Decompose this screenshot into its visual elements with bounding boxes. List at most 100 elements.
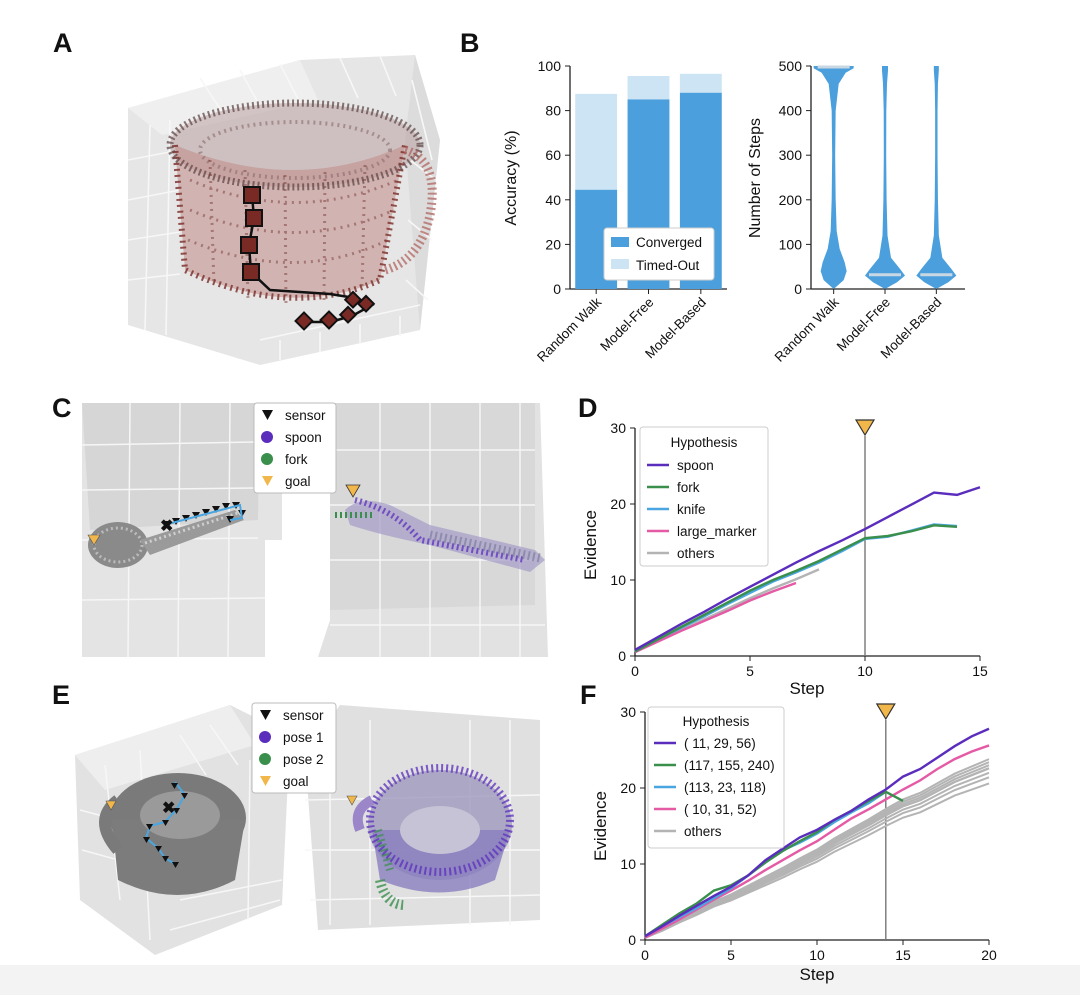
goal-legend-icon [260, 776, 271, 786]
panel-label-b: B [460, 28, 480, 58]
legend-label: spoon [285, 430, 322, 445]
y-tick-label: 40 [545, 192, 561, 208]
x-tick-label: 10 [857, 663, 873, 679]
y-tick-label: 0 [794, 281, 802, 297]
y-tick-label: 500 [779, 58, 803, 74]
y-tick-label: 0 [628, 932, 636, 948]
sensor-path-markers [143, 783, 188, 868]
y-tick-label: 100 [538, 58, 562, 74]
panel-e-legend: sensor pose 1 pose 2 goal [251, 702, 337, 794]
panel-a-scene [127, 55, 440, 365]
legend-label: sensor [283, 708, 324, 723]
legend-label-1: fork [677, 480, 700, 495]
panel-label-f: F [580, 680, 597, 710]
violin-2 [916, 66, 957, 289]
series-line-others-4 [644, 782, 990, 939]
y-tick-label: 20 [545, 236, 561, 252]
y-tick-label: 10 [620, 856, 636, 872]
legend-label: goal [285, 474, 311, 489]
legend-label: sensor [285, 408, 326, 423]
goal-marker-icon [345, 484, 361, 498]
y-tick-label: 60 [545, 147, 561, 163]
y-axis-label: Number of Steps [747, 118, 764, 238]
legend-title: Hypothesis [671, 435, 738, 450]
bar-timed-out-1 [627, 76, 670, 100]
y-tick-label: 0 [618, 648, 626, 664]
legend-label-3: large_marker [677, 524, 757, 539]
legend-label-1: (117, 155, 240) [684, 758, 775, 773]
x-tick-label: 10 [809, 947, 825, 963]
legend-label-2: (113, 23, 118) [684, 780, 766, 795]
legend-title: Hypothesis [683, 714, 750, 729]
y-tick-label: 100 [779, 236, 803, 252]
legend-label-4: others [677, 546, 715, 561]
legend-label-0: ( 11, 29, 56) [684, 736, 756, 751]
legend: Converged Timed-Out [603, 227, 715, 281]
sensor-legend-icon [260, 710, 271, 720]
violin-1 [865, 66, 905, 289]
legend-converged: Converged [636, 235, 702, 250]
legend: Hypothesis spoon fork knife large_markeroth… [639, 426, 769, 567]
x-tick-label: 5 [727, 947, 735, 963]
goal-marker-icon [854, 419, 876, 437]
y-tick-label: 0 [553, 281, 561, 297]
y-tick-label: 20 [610, 496, 626, 512]
x-axis-label: Step [800, 965, 835, 984]
x-tick-label: 5 [746, 663, 754, 679]
y-tick-label: 30 [610, 420, 626, 436]
sensor-legend-icon [262, 410, 273, 420]
x-tick-label: 15 [972, 663, 988, 679]
goal-marker-icon [875, 703, 896, 721]
goal-marker-icon [346, 795, 358, 806]
series-line-4 [644, 767, 990, 939]
pose-1-legend-icon [259, 731, 271, 743]
y-tick-label: 200 [779, 192, 803, 208]
goal-marker-icon [105, 800, 117, 811]
panel-label-e: E [52, 680, 71, 710]
steps-violin-chart: Number of Steps Random WalkModel-FreeMod… [747, 58, 965, 365]
y-tick-label: 300 [779, 147, 803, 163]
series-line-3 [644, 744, 990, 939]
fork-legend-icon [261, 453, 273, 465]
y-tick-label: 20 [620, 780, 636, 796]
series-line-0 [644, 727, 990, 938]
pose-2-legend-icon [259, 753, 271, 765]
accuracy-bar-chart: Accuracy (%) Random WalkModel-FreeModel-… [503, 58, 727, 365]
x-tick-label: Random Walk [534, 294, 604, 364]
x-axis-label: Step [790, 679, 825, 698]
legend-label: fork [285, 452, 308, 467]
legend-label-0: spoon [677, 458, 714, 473]
sensor-start-x-icon: ✖ [162, 800, 175, 817]
x-tick-label: 20 [981, 947, 997, 963]
x-tick-label: Random Walk [772, 294, 842, 364]
spoon-legend-icon [261, 431, 273, 443]
panel-c-legend: sensor spoon fork goal [253, 402, 337, 494]
series-line-3 [634, 581, 797, 654]
legend-swatch-timed-out [611, 259, 629, 269]
y-tick-label: 10 [610, 572, 626, 588]
bar-timed-out-2 [679, 73, 722, 93]
series-line-0 [634, 486, 981, 651]
legend-label: pose 2 [283, 752, 324, 767]
evidence-line-chart-f: 0 5 10 15 20 0 10 20 30 Step Evidence Hypothesis… [591, 703, 997, 984]
legend-swatch-converged [611, 237, 629, 247]
legend-label: pose 1 [283, 730, 324, 745]
panel-label-a: A [53, 28, 73, 58]
y-axis-label: Accuracy (%) [503, 130, 520, 225]
x-tick-label: 0 [631, 663, 639, 679]
legend: Hypothesis ( 11, 29, 56) (117, 155, 240) (… [647, 706, 785, 849]
y-axis-label: Evidence [581, 510, 600, 580]
y-axis-label: Evidence [591, 791, 610, 861]
x-tick-label: 15 [895, 947, 911, 963]
evidence-line-chart-d: 0 5 10 15 0 10 20 30 Step Evidence Hypothesis s… [581, 419, 988, 698]
goal-legend-icon [262, 476, 273, 486]
legend-timed-out: Timed-Out [636, 258, 700, 273]
panel-c-scene: ✖ [81, 402, 548, 658]
goal-marker-icon [87, 534, 101, 546]
panel-e-scene: ✖ [75, 705, 541, 955]
series-line-others-5 [644, 758, 990, 939]
bar-timed-out-0 [575, 93, 618, 190]
y-tick-label: 400 [779, 103, 803, 119]
sensor-start-x-icon: ✖ [160, 518, 173, 535]
